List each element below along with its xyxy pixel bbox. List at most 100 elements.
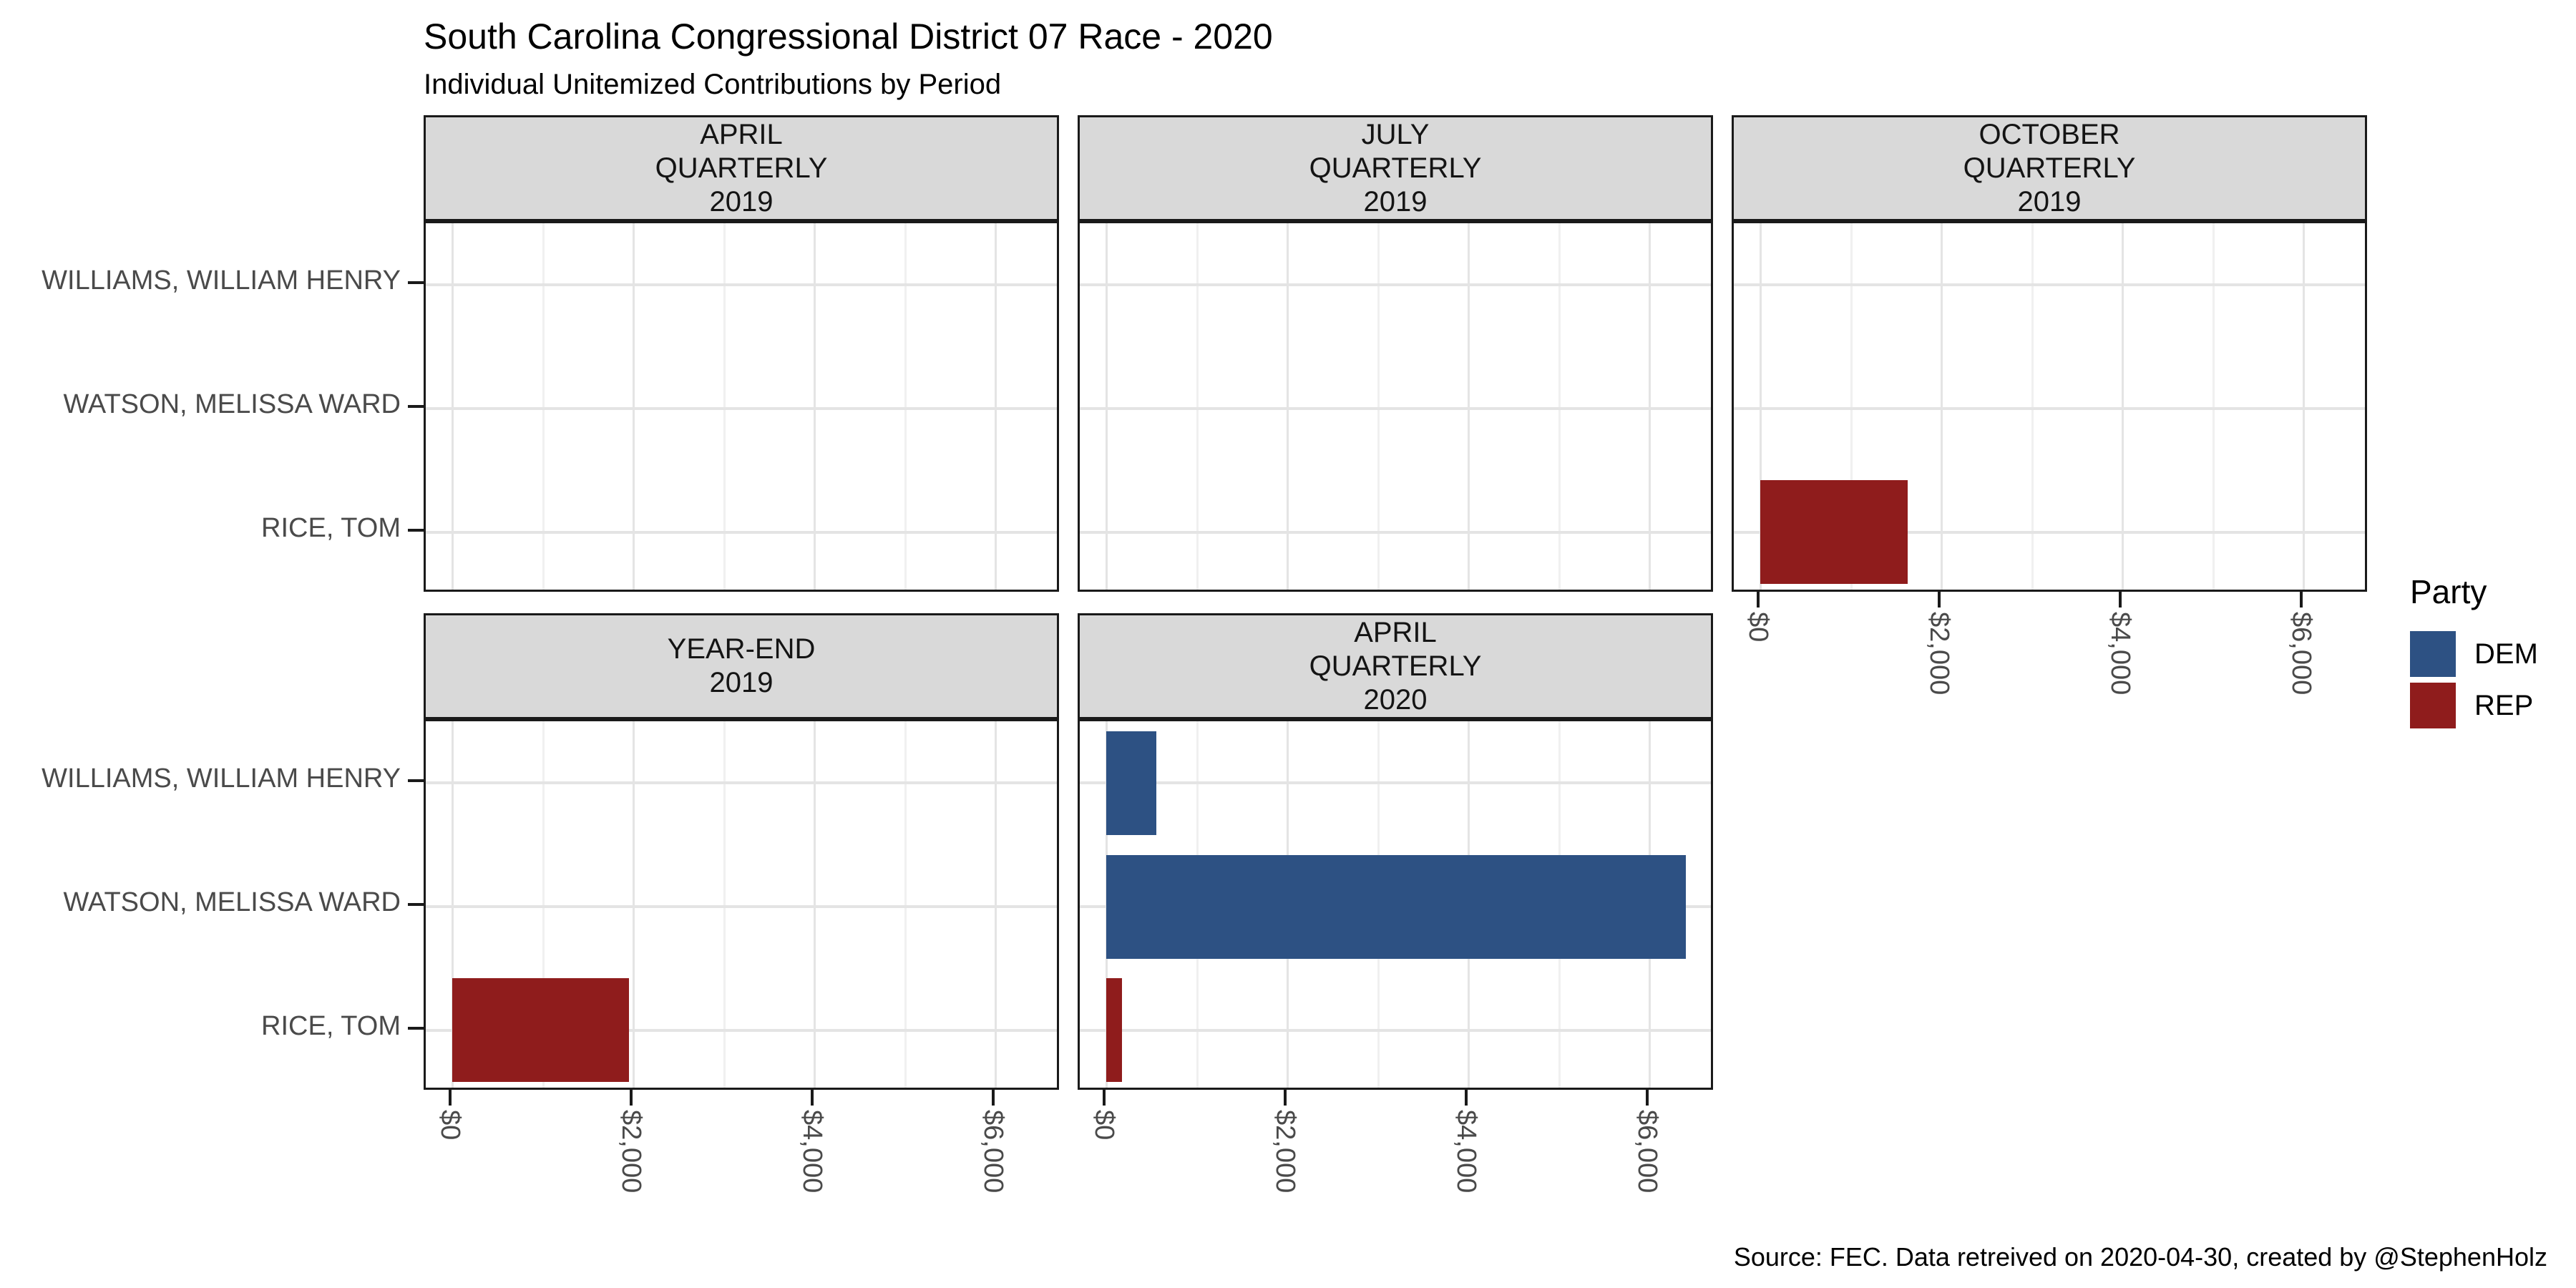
x-axis-tick <box>1938 592 1941 608</box>
x-axis-tick <box>449 1090 452 1106</box>
x-axis-label: $2,000 <box>1924 612 1954 696</box>
gridline-minor-vertical <box>1377 223 1380 590</box>
gridline-major-vertical <box>633 223 635 590</box>
gridline-major-vertical <box>1468 223 1470 590</box>
gridline-major-horizontal <box>1080 407 1711 410</box>
bar-dem-watson <box>1106 855 1686 959</box>
x-axis-label: $2,000 <box>616 1110 646 1194</box>
y-axis-label-williams: WILLIAMS, WILLIAM HENRY <box>42 763 401 794</box>
chart-subtitle: Individual Unitemized Contributions by P… <box>424 69 1002 100</box>
x-axis-label: $2,000 <box>1270 1110 1300 1194</box>
y-axis-tick <box>408 1027 424 1030</box>
legend-label-dem: DEM <box>2474 638 2538 670</box>
x-axis-label: $4,000 <box>797 1110 827 1194</box>
facet-strip-line: QUARTERLY <box>1309 152 1482 184</box>
gridline-minor-vertical <box>723 223 726 590</box>
x-axis-label: $4,000 <box>1451 1110 1481 1194</box>
rep-color-swatch <box>2410 683 2456 728</box>
bar-dem-williams <box>1106 731 1156 835</box>
legend-label-rep: REP <box>2474 689 2534 721</box>
x-axis-tick <box>1757 592 1760 608</box>
gridline-major-vertical <box>2303 223 2305 590</box>
legend-entry-rep: REP <box>2410 683 2538 728</box>
gridline-major-vertical <box>1941 223 1943 590</box>
facet-strip-line: 2019 <box>2017 185 2082 218</box>
x-axis-label: $6,000 <box>978 1110 1008 1194</box>
x-axis-tick <box>1284 1090 1287 1106</box>
gridline-major-horizontal <box>426 781 1057 784</box>
gridline-minor-vertical <box>1850 223 1853 590</box>
gridline-major-horizontal <box>1734 283 2365 286</box>
facet-strip-line: QUARTERLY <box>655 152 828 184</box>
facet-strip-line: YEAR-END <box>667 633 816 665</box>
facet-strip-line: 2019 <box>709 185 774 218</box>
gridline-major-vertical <box>2122 223 2124 590</box>
facet-panel-april-quarterly-2020 <box>1078 719 1713 1090</box>
chart-title: South Carolina Congressional District 07… <box>424 16 1273 57</box>
x-axis-tick <box>630 1090 633 1106</box>
gridline-major-horizontal <box>1734 407 2365 410</box>
gridline-major-vertical <box>814 223 816 590</box>
y-axis-tick <box>408 529 424 532</box>
gridline-minor-vertical <box>723 721 726 1088</box>
facet-panel-october-quarterly-2019 <box>1732 221 2367 592</box>
gridline-minor-vertical <box>542 223 545 590</box>
x-axis-label: $0 <box>1089 1110 1119 1141</box>
y-axis-label-rice: RICE, TOM <box>261 513 401 543</box>
gridline-major-horizontal <box>426 531 1057 534</box>
chart-caption: Source: FEC. Data retreived on 2020-04-3… <box>1733 1242 2547 1272</box>
bar-rep-rice <box>452 978 629 1082</box>
facet-strip-year-end-2019: YEAR-END 2019 <box>424 613 1059 719</box>
facet-strip-line: 2019 <box>1363 185 1428 218</box>
gridline-minor-vertical <box>542 721 545 1088</box>
facet-strip-line: QUARTERLY <box>1309 650 1482 682</box>
facet-strip-line: OCTOBER <box>1979 118 2120 150</box>
y-axis-tick <box>408 281 424 284</box>
facet-strip-july-quarterly-2019: JULY QUARTERLY 2019 <box>1078 115 1713 221</box>
facet-strip-october-quarterly-2019: OCTOBER QUARTERLY 2019 <box>1732 115 2367 221</box>
y-axis-label-watson: WATSON, MELISSA WARD <box>63 389 401 419</box>
facet-strip-line: APRIL <box>1354 616 1437 648</box>
x-axis-label: $6,000 <box>1632 1110 1662 1194</box>
facet-strip-april-quarterly-2019: APRIL QUARTERLY 2019 <box>424 115 1059 221</box>
x-axis-tick <box>1646 1090 1649 1106</box>
facet-strip-line: APRIL <box>700 118 783 150</box>
x-axis-tick <box>2119 592 2122 608</box>
facet-strip-line: QUARTERLY <box>1963 152 2136 184</box>
gridline-major-vertical <box>814 721 816 1088</box>
dem-color-swatch <box>2410 631 2456 677</box>
gridline-major-horizontal <box>1734 531 2365 534</box>
gridline-major-vertical <box>1106 223 1108 590</box>
gridline-major-horizontal <box>1080 283 1711 286</box>
gridline-major-vertical <box>452 721 454 1088</box>
facet-panel-year-end-2019 <box>424 719 1059 1090</box>
gridline-minor-vertical <box>904 223 907 590</box>
facet-strip-april-quarterly-2020: APRIL QUARTERLY 2020 <box>1078 613 1713 719</box>
gridline-minor-vertical <box>2212 223 2215 590</box>
gridline-major-vertical <box>452 223 454 590</box>
facet-panel-april-quarterly-2019 <box>424 221 1059 592</box>
legend-entry-dem: DEM <box>2410 631 2538 677</box>
facet-panel-july-quarterly-2019 <box>1078 221 1713 592</box>
y-axis-label-rice: RICE, TOM <box>261 1011 401 1041</box>
gridline-major-vertical <box>1287 223 1289 590</box>
facet-strip-line: JULY <box>1361 118 1430 150</box>
gridline-major-vertical <box>1649 223 1651 590</box>
x-axis-tick <box>1465 1090 1468 1106</box>
gridline-major-vertical <box>1760 223 1762 590</box>
gridline-major-horizontal <box>426 1029 1057 1032</box>
x-axis-label: $0 <box>435 1110 465 1141</box>
gridline-major-vertical <box>995 223 997 590</box>
x-axis-label: $4,000 <box>2105 612 2135 696</box>
gridline-major-horizontal <box>426 283 1057 286</box>
gridline-major-horizontal <box>1080 1029 1711 1032</box>
gridline-major-vertical <box>995 721 997 1088</box>
gridline-minor-vertical <box>2031 223 2034 590</box>
x-axis-label: $0 <box>1743 612 1773 643</box>
gridline-major-vertical <box>633 721 635 1088</box>
y-axis-tick <box>408 405 424 408</box>
facet-strip-line: 2019 <box>709 667 774 698</box>
gridline-major-horizontal <box>426 407 1057 410</box>
gridline-minor-vertical <box>1196 223 1199 590</box>
bar-rep-rice <box>1106 978 1122 1082</box>
